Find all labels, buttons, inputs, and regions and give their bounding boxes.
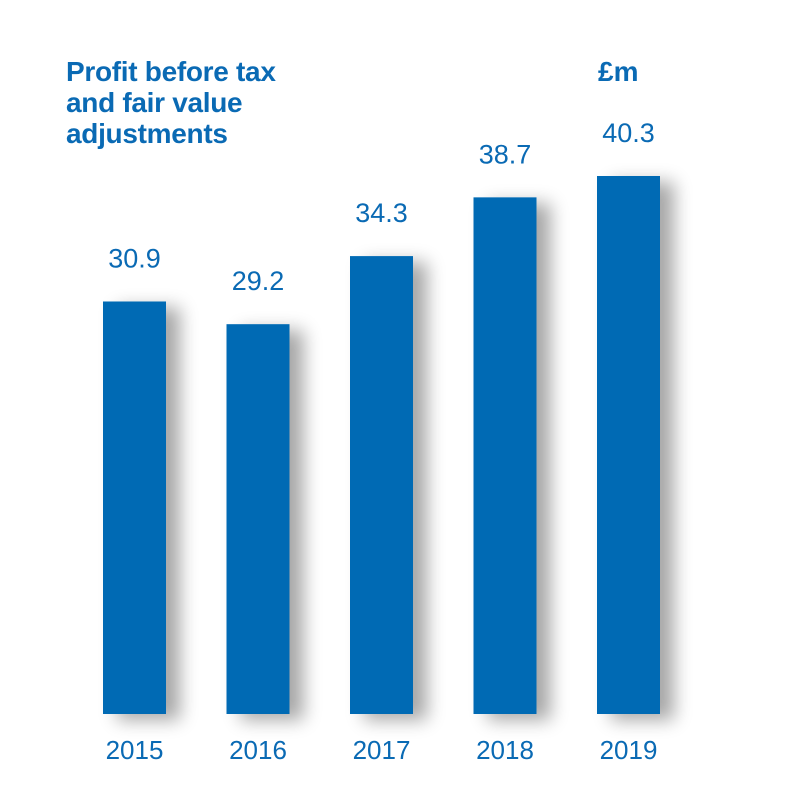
- chart-title: Profit before tax and fair value adjustm…: [66, 56, 276, 149]
- value-label-2015: 30.9: [108, 243, 161, 273]
- category-label-2016: 2016: [229, 735, 287, 765]
- bars: [103, 176, 660, 714]
- bar-2018: [473, 197, 537, 714]
- bar-2019: [597, 176, 660, 714]
- value-label-2017: 34.3: [355, 198, 408, 228]
- value-label-2018: 38.7: [479, 139, 532, 169]
- value-label-2019: 40.3: [602, 118, 655, 148]
- value-label-2016: 29.2: [232, 266, 285, 296]
- value-labels: 30.9 29.2 34.3 38.7 40.3: [108, 118, 655, 296]
- category-label-2015: 2015: [106, 735, 164, 765]
- bar-2015: [103, 301, 166, 714]
- category-label-2019: 2019: [600, 735, 658, 765]
- unit-label: £m: [598, 56, 639, 87]
- category-label-2018: 2018: [476, 735, 534, 765]
- bar-2016: [226, 324, 290, 714]
- bar-2017: [350, 256, 413, 714]
- category-label-2017: 2017: [353, 735, 411, 765]
- category-labels: 2015 2016 2017 2018 2019: [106, 735, 658, 765]
